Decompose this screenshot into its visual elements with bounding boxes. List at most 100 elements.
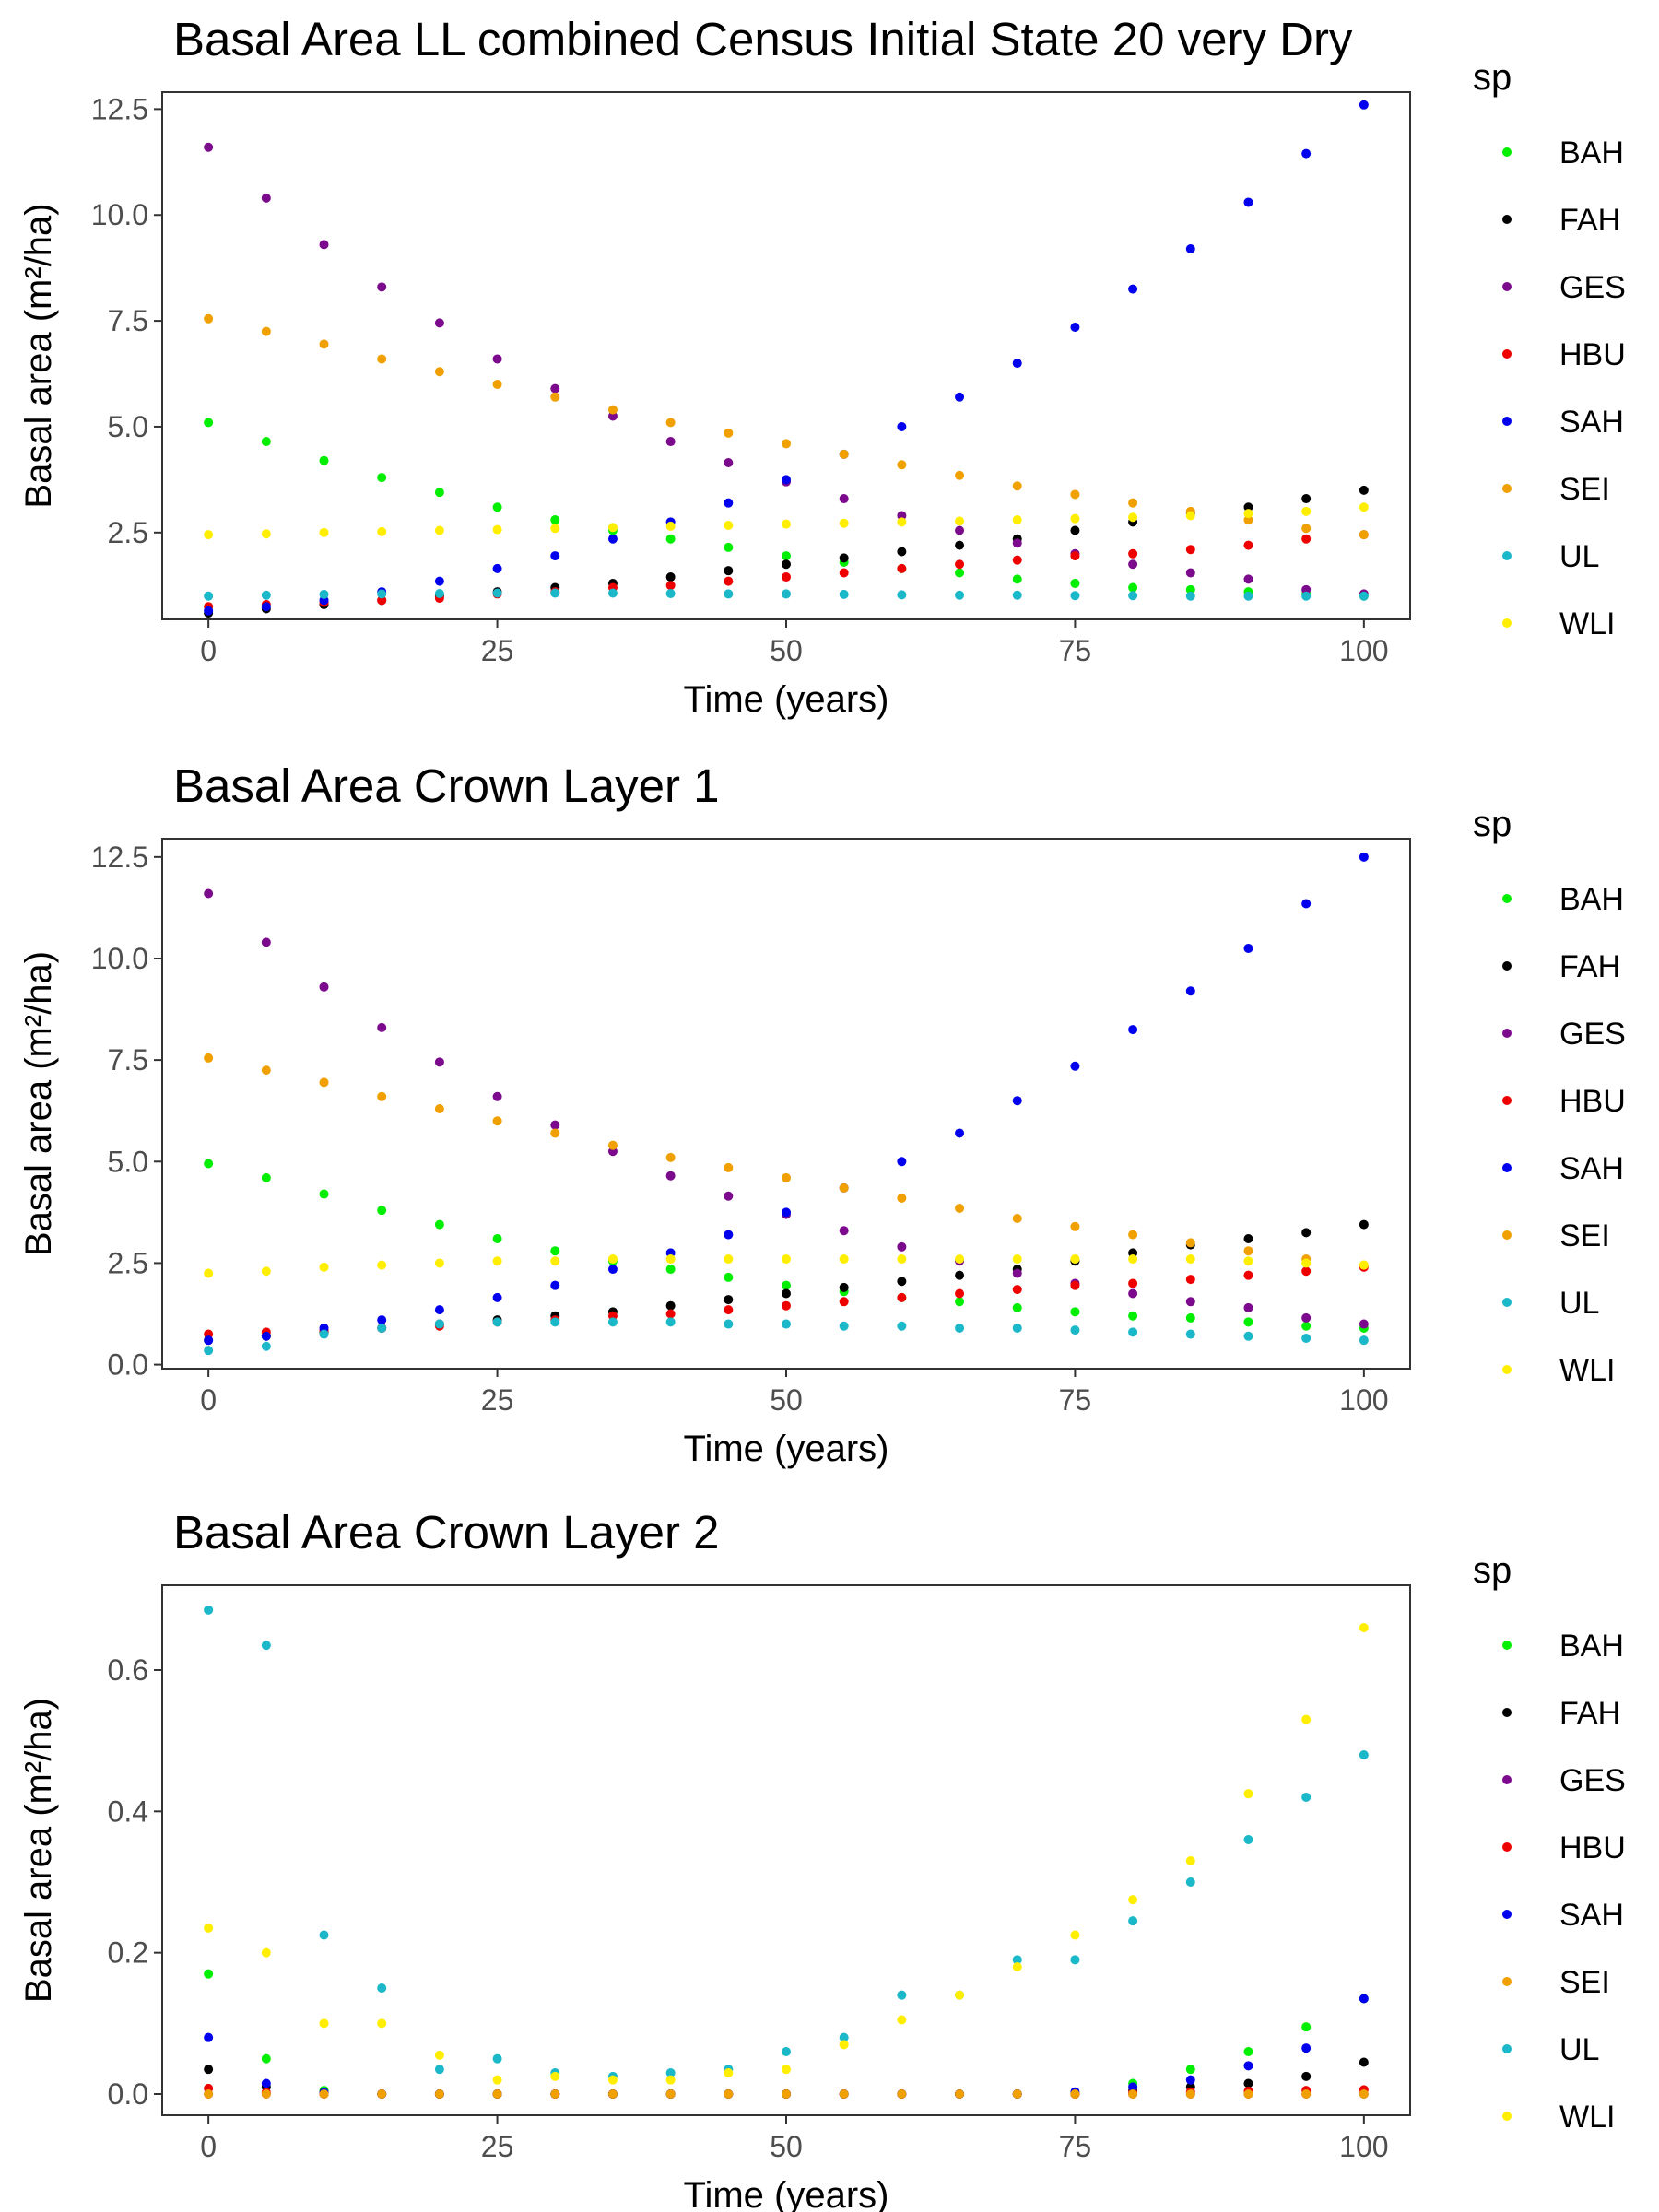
data-point [1012, 515, 1022, 525]
legend-key [1502, 147, 1512, 157]
legend-key [1502, 215, 1512, 224]
data-point [261, 1172, 271, 1182]
data-point [319, 455, 329, 465]
data-point [1012, 2089, 1022, 2099]
data-point [607, 1140, 618, 1150]
data-point [1128, 1916, 1138, 1926]
data-point [377, 1315, 387, 1325]
data-point [1243, 2061, 1253, 2071]
data-point [1070, 513, 1080, 524]
data-point [1012, 1268, 1022, 1278]
data-point [492, 1091, 502, 1101]
data-point [1070, 1061, 1080, 1071]
data-point [319, 1329, 329, 1339]
data-point [1128, 1230, 1138, 1240]
data-point [1243, 1302, 1253, 1312]
legend-title: sp [1473, 804, 1512, 844]
data-point [261, 1065, 271, 1076]
x-tick-label: 100 [1339, 2130, 1388, 2163]
data-point [1185, 1877, 1195, 1887]
data-point [665, 1317, 676, 1327]
legend-key [1502, 1298, 1512, 1307]
legend-label: BAH [1559, 882, 1624, 917]
x-tick-label: 75 [1059, 634, 1092, 667]
data-point [897, 511, 907, 521]
data-point [492, 1292, 502, 1302]
chart-title: Basal Area Crown Layer 1 [173, 759, 719, 812]
x-axis-title: Time (years) [684, 1429, 889, 1469]
y-axis-title: Basal area (m²/ha) [18, 1698, 59, 2003]
data-point [665, 521, 676, 531]
data-point [724, 2089, 734, 2099]
data-point [261, 326, 271, 336]
data-point [607, 588, 618, 598]
data-point [1012, 1096, 1022, 1106]
data-point [492, 354, 502, 364]
data-point [434, 2089, 444, 2099]
data-point [550, 588, 560, 598]
series-SEI [204, 313, 1369, 540]
data-point [550, 1120, 560, 1130]
legend-label: BAH [1559, 1629, 1624, 1664]
y-tick-label: 5.0 [108, 410, 148, 443]
data-point [1301, 534, 1312, 544]
legend-label: FAH [1559, 1696, 1620, 1731]
data-point [1012, 574, 1022, 584]
data-point [1359, 1335, 1369, 1346]
data-point [1128, 548, 1138, 559]
legend-label: GES [1559, 1017, 1626, 1052]
data-point [1243, 591, 1253, 601]
data-point [724, 1162, 734, 1172]
data-point [1185, 1329, 1195, 1339]
data-point [319, 589, 329, 599]
series-GES [204, 142, 1369, 599]
plot-panel-border [161, 1584, 1411, 2116]
data-point [1243, 1256, 1253, 1266]
data-point [1070, 1930, 1080, 1940]
data-point [204, 888, 214, 899]
data-point [897, 421, 907, 431]
data-point [204, 1053, 214, 1063]
data-point [1128, 1025, 1138, 1035]
data-point [1243, 2089, 1253, 2099]
data-point [319, 2089, 329, 2099]
data-point [204, 591, 214, 601]
data-point [955, 1990, 965, 2000]
data-point [782, 572, 791, 582]
data-point [955, 516, 965, 526]
data-point [665, 1171, 676, 1181]
data-point [204, 606, 214, 616]
data-point [1070, 1254, 1080, 1265]
x-tick-label: 50 [770, 2130, 803, 2163]
data-point [550, 524, 560, 534]
legend-label: BAH [1559, 135, 1624, 171]
data-point [434, 525, 444, 535]
data-point [1359, 591, 1369, 601]
data-point [434, 2065, 444, 2075]
y-axis-title: Basal area (m²/ha) [18, 951, 59, 1256]
data-point [434, 367, 444, 377]
data-point [839, 449, 849, 459]
data-point [492, 2053, 502, 2064]
data-point [897, 590, 907, 600]
data-point [1185, 568, 1195, 578]
data-point [1243, 1234, 1253, 1244]
data-point [1243, 1835, 1253, 1844]
legend-key [1502, 1775, 1512, 1784]
data-point [1301, 2043, 1312, 2053]
data-point [261, 1331, 271, 1341]
series-WLI [204, 502, 1369, 540]
chart-panel-1: Basal Area LL combined Census Initial St… [18, 13, 1626, 720]
data-point [665, 572, 676, 582]
data-point [839, 553, 849, 563]
data-point [897, 1321, 907, 1331]
data-point [1070, 2089, 1080, 2099]
data-point [1128, 512, 1138, 523]
x-tick-label: 0 [200, 634, 217, 667]
data-point [434, 1057, 444, 1067]
legend-key [1502, 282, 1512, 291]
data-point [839, 1254, 849, 1265]
data-point [550, 2071, 560, 2081]
data-point [782, 1280, 791, 1290]
legend-label: SEI [1559, 472, 1610, 507]
